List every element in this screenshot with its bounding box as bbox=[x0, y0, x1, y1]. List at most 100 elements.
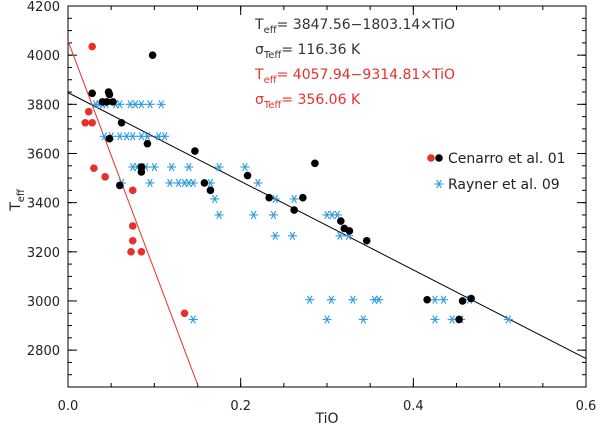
asterisk-point bbox=[156, 100, 166, 109]
y-tick-label: 3200 bbox=[27, 246, 60, 261]
dot-point bbox=[105, 134, 114, 143]
asterisk-point bbox=[210, 194, 220, 204]
asterisk-point bbox=[322, 315, 332, 324]
asterisk-point bbox=[145, 100, 155, 109]
dot-point bbox=[109, 98, 117, 106]
asterisk-point bbox=[503, 315, 513, 324]
asterisk-point bbox=[136, 100, 146, 109]
asterisk-point bbox=[165, 178, 175, 188]
dot-point bbox=[362, 236, 371, 245]
asterisk-point bbox=[184, 162, 194, 172]
y-axis-title-main: T bbox=[8, 202, 24, 212]
dot-point bbox=[128, 186, 137, 195]
y-axis-title-sub: eff bbox=[16, 188, 27, 202]
asterisk-point bbox=[374, 295, 384, 304]
dot-point bbox=[299, 193, 307, 202]
asterisk-point bbox=[430, 295, 440, 304]
dot-point bbox=[81, 118, 90, 127]
dot-point bbox=[337, 217, 345, 225]
asterisk-point bbox=[270, 231, 280, 241]
dot-point bbox=[105, 90, 114, 99]
x-tick-label: 0.2 bbox=[230, 399, 251, 414]
asterisk-point bbox=[287, 231, 297, 241]
asterisk-point bbox=[447, 315, 457, 324]
dot-point bbox=[117, 118, 126, 127]
asterisk-point bbox=[149, 162, 159, 172]
asterisk-point bbox=[253, 178, 263, 188]
y-tick-label: 3400 bbox=[27, 197, 60, 212]
y-axis-title: Teff bbox=[8, 188, 27, 212]
dot-point bbox=[103, 98, 111, 106]
asterisk-point bbox=[167, 162, 177, 172]
asterisk-point bbox=[430, 315, 440, 324]
axis-tick-labels: 0.0 0.2 0.4 0.6 2800 3000 3200 3400 3600 3800 4000… bbox=[27, 0, 596, 414]
legend-label-rayner: Rayner et al. 09 bbox=[448, 177, 560, 193]
y-tick-label: 2800 bbox=[27, 344, 60, 359]
asterisk-point bbox=[289, 194, 299, 204]
y-tick-label: 4200 bbox=[27, 0, 60, 15]
dot-point bbox=[143, 139, 152, 148]
asterisk-point bbox=[268, 210, 278, 220]
y-tick-label: 3000 bbox=[27, 295, 60, 310]
asterisk-point bbox=[348, 295, 358, 304]
x-tick-label: 0.4 bbox=[403, 399, 424, 414]
fit-lines bbox=[67, 40, 587, 388]
asterisk-point bbox=[358, 315, 368, 324]
asterisk-point bbox=[160, 132, 170, 141]
asterisk-point bbox=[214, 210, 224, 220]
dot-point bbox=[88, 42, 96, 51]
dot-point bbox=[290, 206, 298, 214]
dot-point bbox=[180, 309, 189, 318]
asterisk-point bbox=[115, 100, 125, 109]
asterisk-point bbox=[434, 179, 444, 189]
legend: Cenarro et al. 01 Rayner et al. 09 bbox=[427, 151, 566, 193]
dot-point bbox=[206, 186, 215, 195]
asterisk-point bbox=[214, 162, 224, 172]
dot-point bbox=[265, 193, 273, 202]
y-tick-label: 4000 bbox=[27, 49, 60, 64]
axis-ticks bbox=[67, 5, 587, 387]
annotation-1: Teff= 3847.56−1803.14×TiO bbox=[254, 17, 455, 36]
dot-point bbox=[137, 248, 146, 256]
annotation-3: Teff= 4057.94−9314.81×TiO bbox=[254, 67, 455, 86]
asterisk-point bbox=[249, 210, 259, 220]
dot-point bbox=[423, 295, 431, 304]
dot-point bbox=[137, 168, 146, 176]
dot-point bbox=[148, 51, 157, 59]
asterisk-point bbox=[188, 315, 198, 324]
x-tick-label: 0.6 bbox=[576, 399, 597, 414]
dot-point bbox=[128, 236, 137, 245]
y-tick-label: 3600 bbox=[27, 147, 60, 162]
dot-point bbox=[128, 222, 137, 230]
x-axis-title: TiO bbox=[314, 411, 338, 427]
asterisk-point bbox=[188, 178, 198, 188]
asterisk-point bbox=[335, 231, 345, 241]
svg-text:Teff: Teff bbox=[8, 188, 27, 212]
dot-point bbox=[311, 159, 319, 168]
dot-point bbox=[84, 107, 93, 116]
legend-label-cenarro: Cenarro et al. 01 bbox=[448, 151, 566, 167]
asterisk-point bbox=[439, 295, 449, 304]
legend-marker-red bbox=[427, 154, 435, 162]
data-points bbox=[81, 42, 513, 324]
annotations: Teff= 3847.56−1803.14×TiO σTeff= 116.36 … bbox=[254, 17, 455, 111]
asterisk-point bbox=[240, 162, 250, 172]
asterisk-point bbox=[128, 132, 138, 141]
dot-point bbox=[88, 118, 96, 127]
fit-line bbox=[67, 92, 587, 360]
dot-point bbox=[101, 173, 109, 181]
plot-frame bbox=[67, 5, 587, 388]
dot-point bbox=[127, 248, 135, 256]
dot-point bbox=[90, 164, 98, 173]
dot-point bbox=[345, 227, 354, 235]
x-tick-label: 0.0 bbox=[58, 399, 79, 414]
asterisk-point bbox=[332, 210, 342, 220]
dot-point bbox=[191, 147, 199, 155]
dot-point bbox=[200, 179, 209, 187]
asterisk-point bbox=[305, 295, 315, 304]
fit-line bbox=[67, 40, 199, 388]
dot-point bbox=[243, 171, 252, 180]
asterisk-point bbox=[326, 295, 336, 304]
annotation-2: σTeff= 116.36 K bbox=[255, 42, 361, 61]
